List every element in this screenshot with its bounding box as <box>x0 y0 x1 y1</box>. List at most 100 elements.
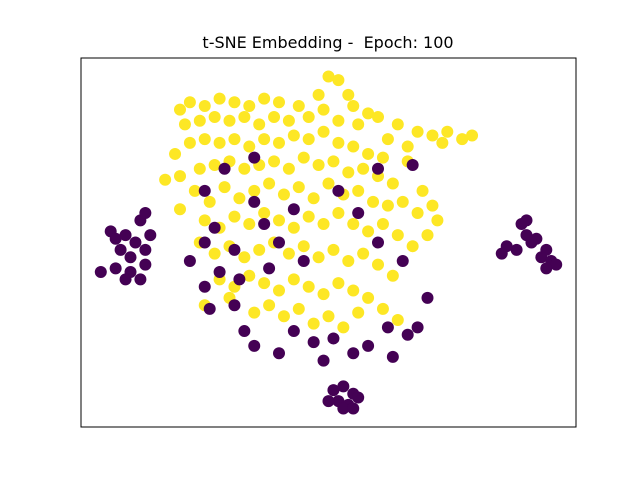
point <box>535 251 548 264</box>
chart-title: t-SNE Embedding - Epoch: 100 <box>202 33 453 52</box>
point <box>178 118 191 131</box>
point <box>203 302 216 315</box>
point <box>381 133 394 146</box>
point <box>198 280 211 293</box>
point <box>352 118 365 131</box>
point <box>228 299 241 312</box>
point <box>228 96 241 109</box>
point <box>139 258 152 271</box>
point <box>411 125 424 138</box>
point <box>456 133 469 146</box>
point <box>372 236 384 249</box>
point <box>139 206 152 219</box>
point <box>352 184 365 197</box>
point <box>396 195 409 208</box>
point <box>367 195 380 208</box>
point <box>406 159 419 172</box>
point <box>238 162 251 175</box>
point <box>287 273 300 286</box>
point <box>124 251 137 264</box>
point <box>208 159 221 172</box>
point <box>297 151 310 164</box>
point <box>174 103 186 116</box>
point <box>287 325 300 338</box>
point <box>292 302 305 315</box>
point <box>273 347 285 360</box>
point <box>520 214 533 227</box>
point <box>347 140 360 153</box>
point <box>352 206 365 219</box>
point <box>327 243 340 256</box>
point <box>302 111 315 124</box>
point <box>273 214 285 227</box>
point <box>114 243 127 256</box>
point <box>376 302 389 315</box>
point <box>322 70 335 83</box>
point <box>243 99 256 112</box>
point <box>238 251 251 264</box>
point <box>322 395 335 408</box>
point <box>510 243 523 256</box>
point <box>302 133 315 146</box>
point <box>386 177 399 190</box>
point <box>193 114 206 127</box>
point <box>317 354 330 367</box>
point <box>273 284 285 297</box>
point <box>248 306 261 319</box>
point <box>332 136 345 149</box>
point <box>396 254 409 267</box>
point <box>109 262 122 275</box>
point <box>362 291 375 304</box>
point <box>183 254 196 267</box>
point <box>208 221 221 234</box>
point <box>238 111 251 124</box>
point <box>347 218 360 231</box>
point <box>297 240 310 253</box>
point <box>312 251 325 264</box>
point <box>198 236 211 249</box>
point <box>337 321 350 334</box>
point <box>248 339 261 352</box>
point <box>426 129 439 142</box>
point <box>248 151 261 164</box>
point <box>342 166 355 179</box>
point <box>416 184 429 197</box>
point <box>159 173 172 186</box>
point <box>317 103 330 116</box>
point <box>277 310 290 323</box>
point <box>198 184 211 197</box>
point <box>169 147 182 160</box>
point <box>401 328 414 341</box>
point <box>386 350 399 363</box>
point <box>372 111 384 124</box>
point <box>317 218 330 231</box>
point <box>213 266 226 279</box>
point <box>228 133 241 146</box>
point <box>317 288 330 301</box>
point <box>441 125 454 138</box>
point <box>332 277 345 290</box>
point <box>421 229 434 242</box>
point <box>337 402 350 415</box>
point <box>372 162 384 175</box>
point <box>109 232 122 245</box>
point <box>198 99 211 112</box>
axes-frame <box>80 57 577 428</box>
point <box>277 188 290 201</box>
point <box>183 136 196 149</box>
point <box>218 162 231 175</box>
point <box>208 111 221 124</box>
point <box>218 181 231 194</box>
point <box>307 192 320 205</box>
point <box>362 147 375 160</box>
point <box>188 184 201 197</box>
point <box>263 177 276 190</box>
point <box>327 384 340 397</box>
point <box>376 151 389 164</box>
point <box>525 236 538 249</box>
point <box>258 218 271 231</box>
point <box>282 162 295 175</box>
point <box>411 206 424 219</box>
point <box>372 258 384 271</box>
